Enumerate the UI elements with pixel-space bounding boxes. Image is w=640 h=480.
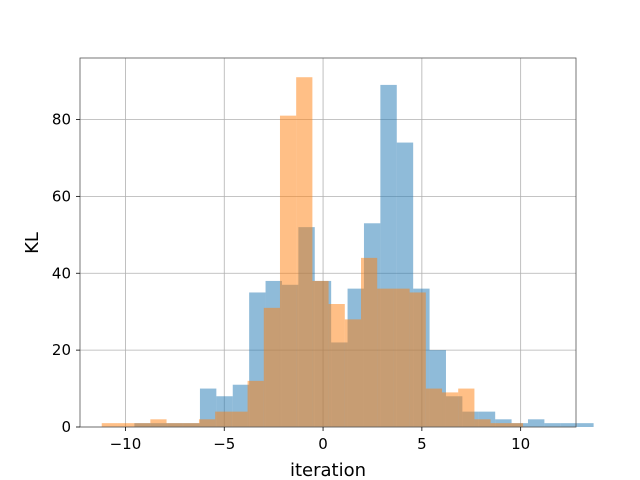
y-tick-label: 60	[52, 187, 71, 205]
y-axis-ticks: 0 20 40 60 80	[52, 111, 80, 436]
histogram-bar	[544, 423, 561, 427]
histogram-bar	[560, 423, 578, 427]
histogram-bar	[425, 388, 443, 427]
histogram-bar	[150, 419, 167, 427]
histogram-bar	[199, 388, 217, 427]
plot-frame	[79, 57, 577, 428]
histogram-bar	[247, 380, 264, 427]
histogram-bar	[506, 423, 524, 427]
y-axis-label: KL	[22, 232, 43, 254]
histogram-bars	[101, 77, 594, 427]
histogram-bar	[182, 423, 199, 427]
x-tick-label: 10	[511, 435, 530, 453]
histogram-bar	[215, 411, 232, 427]
histogram-bar	[117, 423, 135, 427]
histogram-bar	[442, 392, 459, 427]
y-tick-label: 40	[52, 264, 71, 282]
histogram-bar	[474, 419, 491, 427]
histogram-bar	[409, 292, 426, 427]
x-tick-label: −10	[110, 435, 142, 453]
histogram-bar	[166, 423, 183, 427]
histogram-bar	[328, 304, 345, 427]
x-tick-label: 0	[318, 435, 328, 453]
histogram-bar	[101, 423, 118, 427]
y-tick-label: 20	[52, 341, 71, 359]
series-2-bars	[101, 77, 524, 427]
histogram-bar	[296, 77, 313, 427]
histogram-bar	[344, 319, 362, 427]
y-tick-label: 80	[52, 111, 71, 129]
histogram-bar	[377, 288, 394, 427]
histogram-bar	[198, 419, 216, 427]
histogram-bar	[577, 423, 594, 427]
x-tick-label: 5	[417, 435, 427, 453]
histogram-bar	[231, 411, 248, 427]
histogram-bar	[361, 257, 378, 427]
histogram-bar	[458, 388, 475, 427]
x-tick-label: −5	[213, 435, 235, 453]
histogram-bar	[263, 307, 280, 427]
y-tick-label: 0	[61, 418, 71, 436]
histogram-bar	[490, 423, 507, 427]
histogram-bar	[312, 280, 329, 427]
histogram-bar	[279, 115, 297, 427]
x-axis-label: iteration	[290, 460, 366, 480]
histogram-bar	[393, 288, 410, 427]
histogram-bar	[527, 419, 545, 427]
x-axis-ticks: −10 −5 0 5 10	[110, 427, 530, 453]
histogram-bar	[134, 423, 151, 427]
